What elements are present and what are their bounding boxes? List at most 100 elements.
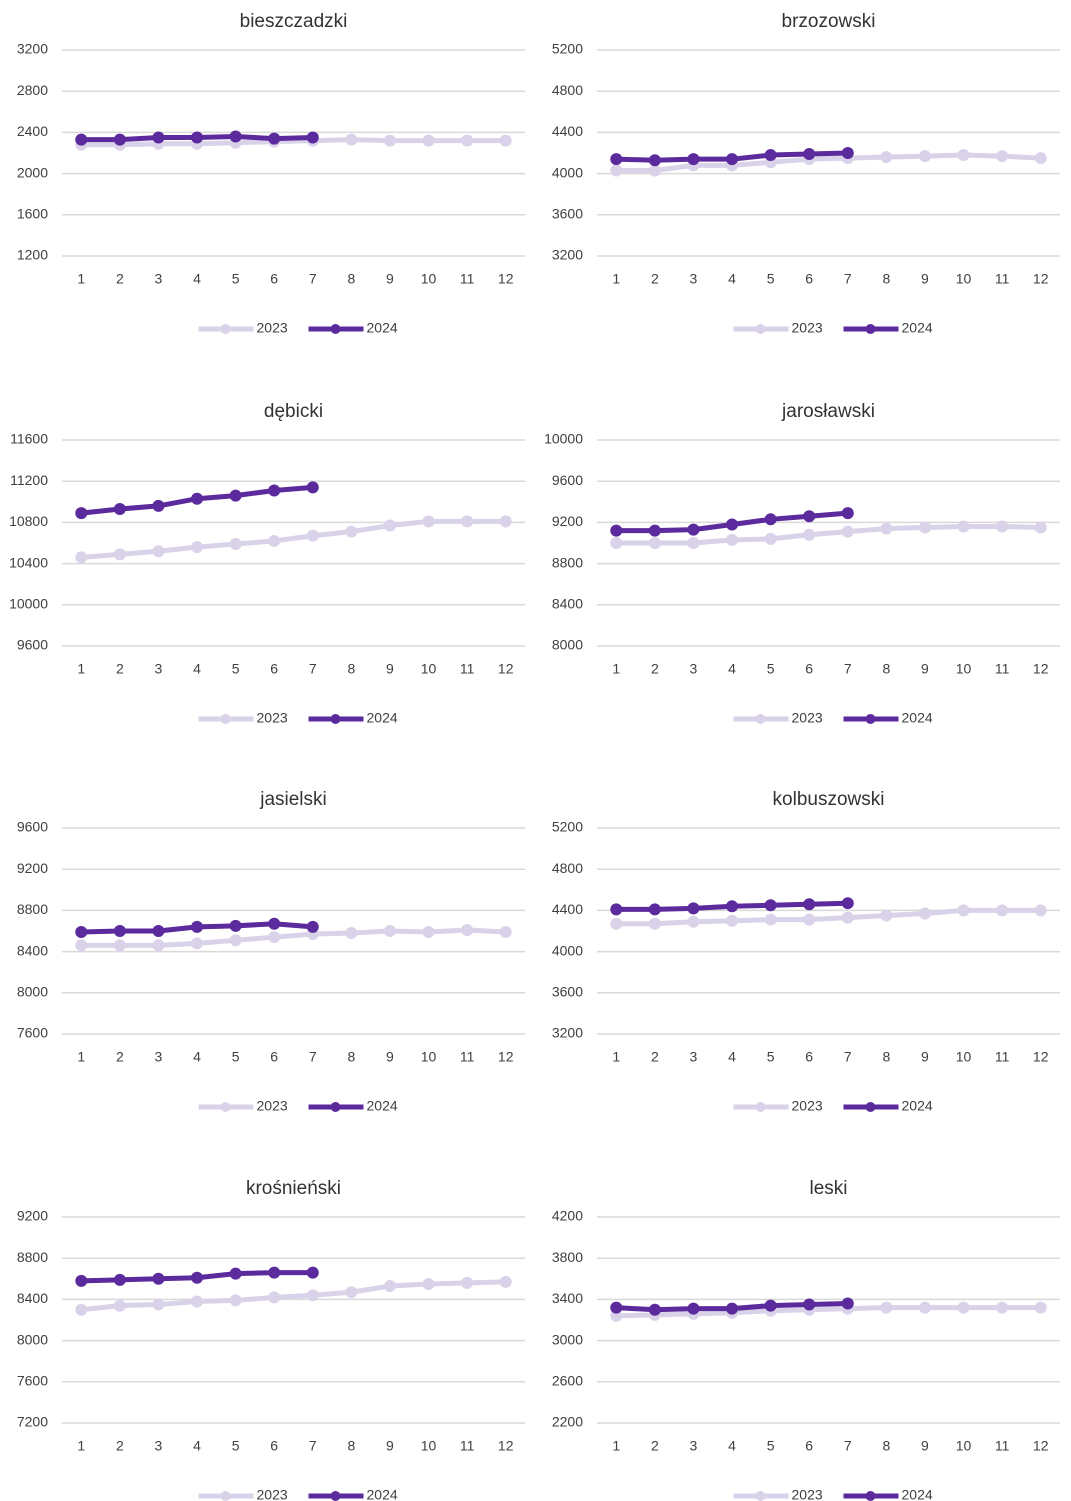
x-tick-label: 6 [805, 661, 813, 677]
x-tick-label: 1 [77, 271, 85, 287]
point [841, 897, 854, 910]
point [918, 1301, 931, 1314]
point [306, 529, 319, 542]
point [422, 134, 435, 147]
x-tick-label: 8 [882, 1438, 890, 1454]
x-tick-label: 4 [193, 1049, 201, 1065]
point [113, 133, 126, 146]
legend-label: 2024 [367, 710, 398, 726]
point [648, 903, 661, 916]
point [803, 913, 816, 926]
x-tick-label: 4 [193, 661, 201, 677]
point [268, 917, 281, 930]
x-tick-label: 5 [767, 1049, 775, 1065]
x-tick-label: 10 [421, 1438, 437, 1454]
y-tick-label: 2200 [552, 1414, 583, 1430]
point [803, 898, 816, 911]
point [687, 902, 700, 915]
y-tick-label: 2000 [17, 164, 48, 180]
y-tick-label: 3200 [552, 1025, 583, 1041]
y-tick-label: 4400 [552, 123, 583, 139]
point [306, 1289, 319, 1302]
point [880, 909, 893, 922]
y-tick-label: 11200 [10, 472, 48, 488]
point [1034, 904, 1047, 917]
x-tick-label: 9 [921, 271, 929, 287]
y-tick-label: 9200 [552, 513, 583, 529]
legend-label: 2024 [367, 1098, 398, 1114]
x-tick-label: 2 [651, 1049, 659, 1065]
legend-marker [755, 1102, 766, 1112]
point [764, 1299, 777, 1312]
point [610, 153, 623, 166]
x-tick-label: 2 [116, 1049, 124, 1065]
x-tick-label: 7 [309, 1049, 317, 1065]
y-tick-label: 8000 [552, 637, 583, 653]
y-tick-label: 1600 [17, 206, 48, 222]
point [957, 149, 970, 162]
point [152, 1272, 165, 1285]
point [75, 133, 88, 146]
y-tick-label: 10800 [9, 513, 48, 529]
point [648, 537, 661, 549]
point [113, 939, 126, 952]
x-tick-label: 10 [421, 1049, 437, 1065]
x-tick-label: 6 [270, 1049, 278, 1065]
x-tick-label: 9 [921, 1438, 929, 1454]
y-tick-label: 2600 [552, 1373, 583, 1389]
x-tick-label: 4 [728, 661, 736, 677]
x-tick-label: 4 [728, 271, 736, 287]
point [345, 1286, 358, 1299]
point [499, 1275, 512, 1288]
point [191, 1295, 204, 1308]
x-tick-label: 10 [956, 1049, 972, 1065]
y-tick-label: 4800 [552, 82, 583, 98]
series-line [81, 1279, 506, 1313]
point [764, 913, 777, 926]
point [191, 541, 204, 554]
legend-marker [220, 324, 231, 334]
point [1034, 521, 1047, 534]
point [75, 939, 88, 952]
x-tick-label: 5 [767, 661, 775, 677]
point [764, 532, 777, 545]
x-tick-label: 3 [690, 661, 698, 677]
point [152, 1298, 165, 1311]
series-line [616, 1305, 1041, 1319]
y-tick-label: 5200 [552, 819, 583, 835]
point [648, 917, 661, 930]
point [610, 917, 623, 930]
point [306, 920, 319, 933]
point [880, 1301, 893, 1314]
y-tick-label: 8400 [552, 596, 583, 612]
x-tick-label: 9 [921, 1049, 929, 1065]
point [841, 525, 854, 538]
point [191, 937, 204, 950]
point [803, 510, 816, 523]
y-tick-label: 8000 [17, 984, 48, 1000]
point [499, 134, 512, 147]
x-tick-label: 9 [386, 271, 394, 287]
x-tick-label: 3 [155, 1438, 163, 1454]
point [1034, 1301, 1047, 1314]
point [461, 1276, 474, 1289]
x-tick-label: 2 [651, 271, 659, 287]
series-line [81, 137, 506, 148]
legend-label: 2023 [792, 1098, 823, 1114]
x-tick-label: 10 [956, 271, 972, 287]
x-tick-label: 2 [116, 661, 124, 677]
point [229, 130, 242, 143]
y-tick-label: 2800 [17, 82, 48, 98]
point [841, 911, 854, 924]
x-tick-label: 5 [232, 1049, 240, 1065]
legend-marker [330, 1491, 341, 1501]
point [229, 919, 242, 932]
point [268, 931, 281, 944]
x-tick-label: 4 [728, 1438, 736, 1454]
y-tick-label: 8800 [17, 1249, 48, 1265]
point [610, 1301, 623, 1314]
point [841, 1297, 854, 1310]
point [803, 1298, 816, 1311]
